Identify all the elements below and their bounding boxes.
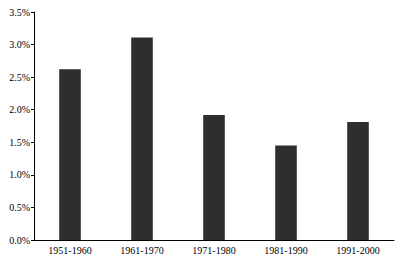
svg-text:1.5%: 1.5% (9, 137, 30, 148)
svg-text:3.0%: 3.0% (9, 39, 30, 50)
svg-text:1981-1990: 1981-1990 (264, 245, 307, 256)
svg-text:1961-1970: 1961-1970 (120, 245, 163, 256)
svg-text:1951-1960: 1951-1960 (48, 245, 91, 256)
svg-text:1971-1980: 1971-1980 (192, 245, 235, 256)
svg-text:2.0%: 2.0% (9, 104, 30, 115)
svg-text:0.5%: 0.5% (9, 202, 30, 213)
svg-text:2.5%: 2.5% (9, 72, 30, 83)
svg-text:1991-2000: 1991-2000 (336, 245, 379, 256)
svg-text:0.0%: 0.0% (9, 235, 30, 246)
svg-text:3.5%: 3.5% (9, 7, 30, 18)
svg-text:1.0%: 1.0% (9, 169, 30, 180)
